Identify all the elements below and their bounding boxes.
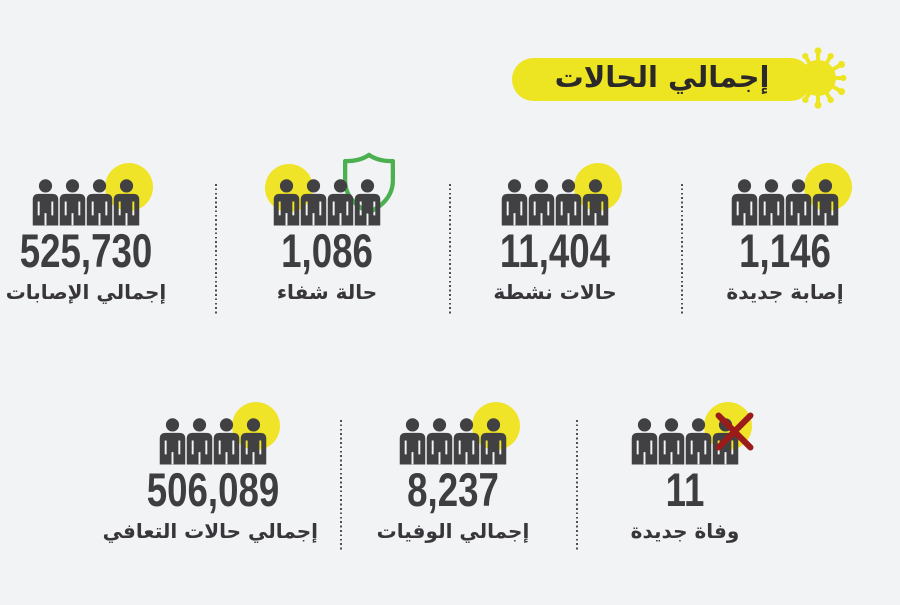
- people-icons: [29, 179, 143, 227]
- stat-value: 11,404: [499, 224, 611, 277]
- person-icon: [110, 179, 143, 227]
- pictogram-group: [491, 163, 622, 227]
- people-icons: [396, 418, 510, 466]
- total-cases-banner: إجمالي الحالات: [512, 58, 812, 101]
- person-icon: [809, 179, 842, 227]
- person-icon: [237, 418, 270, 466]
- pictogram-group: [149, 402, 280, 466]
- stat-label: حالة شفاء: [276, 280, 378, 304]
- cross-x-icon: [715, 412, 754, 451]
- stat-label: إصابة جديدة: [726, 280, 844, 304]
- people-icons: [728, 179, 842, 227]
- person-icon: [579, 179, 612, 227]
- stat-value: 8,237: [407, 463, 499, 516]
- banner-title: إجمالي الحالات: [554, 59, 770, 94]
- stat-label: حالات نشطة: [493, 280, 617, 304]
- stat-active-cases: 11,404 حالات نشطة: [460, 163, 650, 304]
- people-icons: [156, 418, 270, 466]
- stat-total-recoveries: 506,089 إجمالي حالات التعافي: [102, 402, 318, 543]
- stat-label: إجمالي الوفيات: [376, 519, 530, 543]
- stat-label: وفاة جديدة: [630, 519, 740, 543]
- stat-new-deaths: 11 وفاة جديدة: [590, 402, 780, 543]
- divider: [215, 184, 217, 314]
- pictogram-group: [22, 163, 153, 227]
- people-icons: [498, 179, 612, 227]
- divider: [449, 184, 451, 314]
- divider: [576, 420, 578, 550]
- pictogram-group: [389, 402, 520, 466]
- stat-value: 1,146: [739, 224, 831, 277]
- pictogram-group: [621, 402, 754, 466]
- stat-recovery-cases: 1,086 حالة شفاء: [232, 152, 422, 304]
- pictogram-group: [721, 163, 852, 227]
- divider: [681, 184, 683, 314]
- stat-value: 525,730: [19, 224, 153, 277]
- stat-label: إجمالي الإصابات: [5, 280, 167, 304]
- pictogram-group: [263, 152, 396, 227]
- stat-value: 11: [665, 463, 705, 516]
- stat-total-infections: 525,730 إجمالي الإصابات: [0, 163, 181, 304]
- person-icon: [351, 179, 384, 227]
- stat-value: 506,089: [146, 463, 280, 516]
- people-icons: [270, 179, 384, 227]
- stat-label: إجمالي حالات التعافي: [102, 519, 318, 543]
- stat-total-deaths: 8,237 إجمالي الوفيات: [358, 402, 548, 543]
- stat-value: 1,086: [281, 224, 373, 277]
- person-icon: [477, 418, 510, 466]
- stat-new-infections: 1,146 إصابة جديدة: [690, 163, 880, 304]
- divider: [340, 420, 342, 550]
